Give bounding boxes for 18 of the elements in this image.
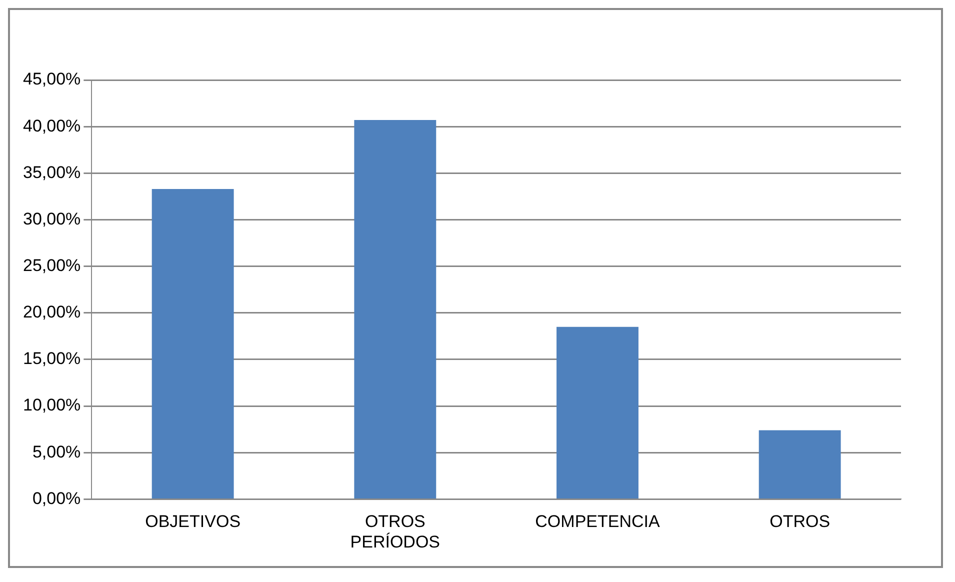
bar (152, 188, 234, 498)
y-tick-label: 0,00% (32, 488, 81, 508)
bar (354, 120, 436, 498)
x-tick-label: OBJETIVOS (145, 512, 241, 532)
x-tick-label: COMPETENCIA (535, 512, 660, 532)
y-tick-label: 10,00% (22, 396, 81, 415)
bar (758, 430, 841, 498)
bar (556, 326, 638, 498)
y-tick-label: 25,00% (22, 256, 81, 275)
y-tick-label: 35,00% (22, 162, 81, 182)
x-tick-label: OTROS PERÍODOS (350, 512, 440, 552)
y-tick-label: 20,00% (22, 302, 81, 322)
y-tick-label: 45,00% (22, 70, 81, 89)
y-tick-label: 30,00% (22, 209, 81, 228)
y-tick-label: 40,00% (22, 116, 81, 136)
x-tick-label: OTROS (770, 512, 830, 532)
y-tick-label: 5,00% (32, 442, 81, 462)
y-tick-label: 15,00% (22, 349, 81, 368)
